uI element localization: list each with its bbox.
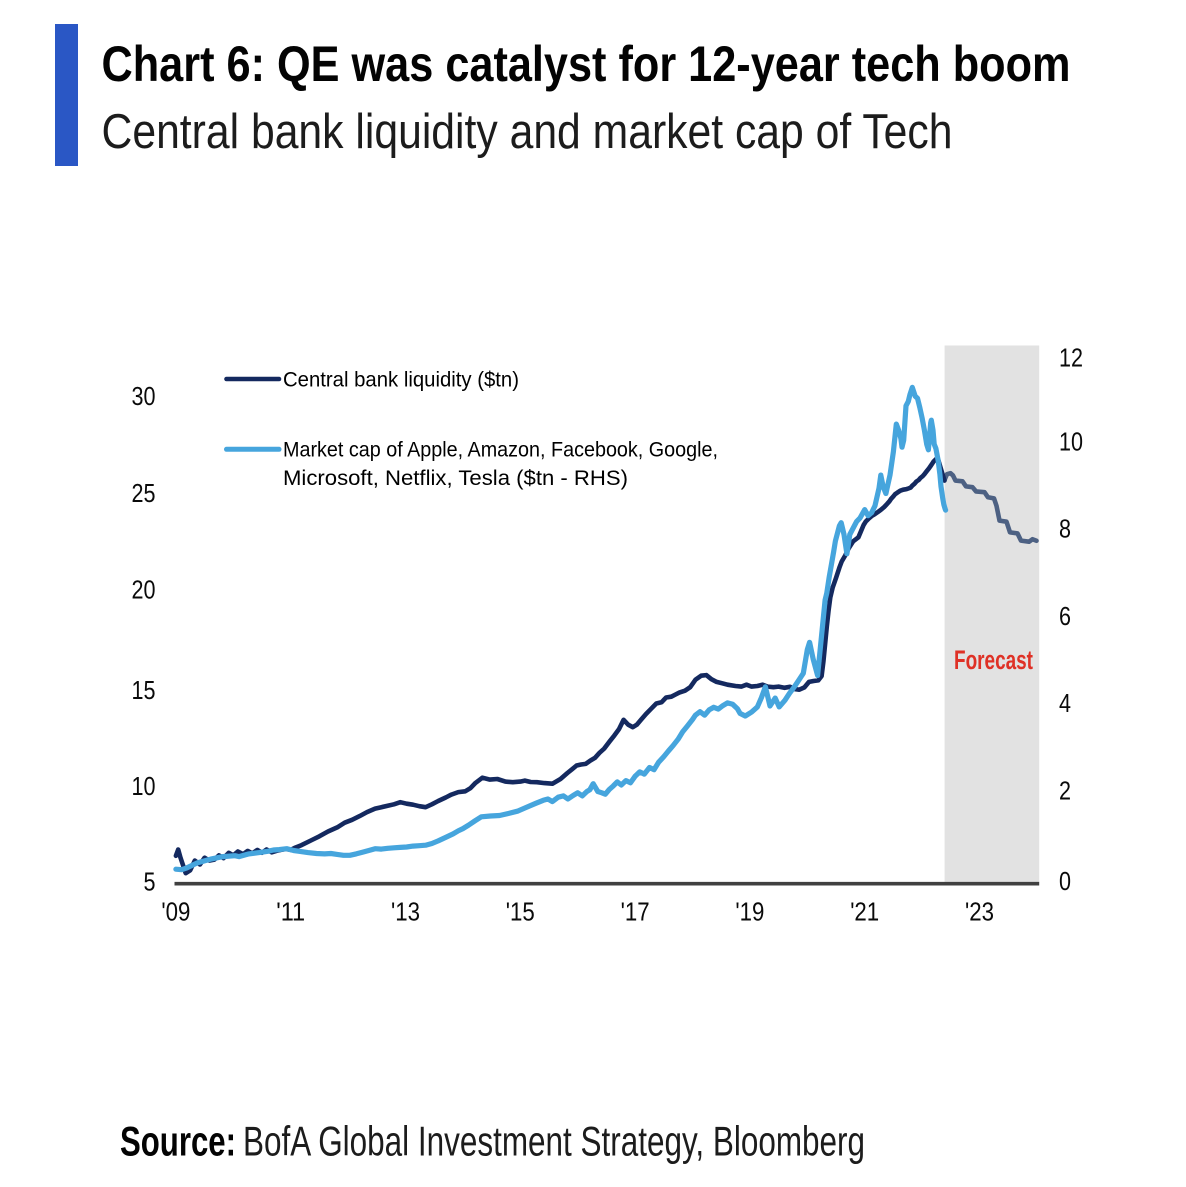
svg-text:15: 15 [132,675,156,705]
svg-text:'19: '19 [735,897,764,927]
svg-text:Market cap of Apple, Amazon, F: Market cap of Apple, Amazon, Facebook, G… [283,438,718,462]
svg-text:Forecast: Forecast [954,645,1033,675]
svg-text:'09: '09 [161,897,190,927]
svg-text:4: 4 [1059,688,1071,718]
svg-text:Central bank liquidity and mar: Central bank liquidity and market cap of… [102,105,953,159]
svg-text:'17: '17 [621,897,650,927]
svg-text:30: 30 [132,381,156,411]
svg-text:2: 2 [1059,775,1071,805]
svg-text:20: 20 [132,575,156,605]
svg-text:8: 8 [1059,514,1071,544]
svg-text:'11: '11 [276,897,305,927]
svg-text:'21: '21 [850,897,879,927]
svg-text:BofA Global Investment Strateg: BofA Global Investment Strategy, Bloombe… [243,1117,865,1164]
svg-text:5: 5 [144,866,156,896]
svg-text:25: 25 [132,478,156,508]
svg-text:'13: '13 [391,897,420,927]
svg-text:'15: '15 [506,897,535,927]
svg-text:Microsoft, Netflix, Tesla ($tn: Microsoft, Netflix, Tesla ($tn - RHS) [283,466,628,490]
svg-text:10: 10 [1059,426,1083,456]
svg-text:12: 12 [1059,343,1083,373]
svg-text:Central bank liquidity ($tn): Central bank liquidity ($tn) [283,368,519,392]
svg-text:0: 0 [1059,866,1071,896]
svg-text:'23: '23 [965,897,994,927]
svg-text:6: 6 [1059,601,1071,631]
svg-text:Source:: Source: [120,1117,236,1164]
svg-text:Chart 6: QE was catalyst for 1: Chart 6: QE was catalyst for 12-year tec… [102,36,1071,92]
svg-text:10: 10 [132,771,156,801]
